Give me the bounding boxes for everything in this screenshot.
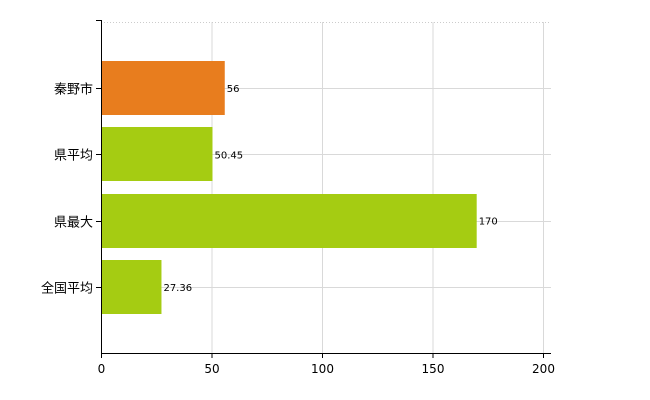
data-label: 170 [479, 217, 498, 228]
x-tick-label: 200 [532, 362, 555, 376]
data-label: 50.45 [214, 150, 243, 161]
axes [96, 20, 551, 358]
category-label: 県最大 [54, 216, 93, 231]
x-tick-label: 50 [204, 362, 219, 376]
data-label: 56 [227, 84, 240, 95]
x-tick-label: 150 [422, 362, 445, 376]
bar [102, 260, 162, 314]
bar [102, 194, 477, 248]
x-tick-label: 100 [311, 362, 334, 376]
category-label: 全国平均 [41, 281, 93, 297]
bar [102, 127, 213, 181]
bar-series [102, 61, 477, 314]
data-label: 27.36 [163, 283, 192, 294]
bar [102, 61, 225, 115]
category-label: 県平均 [54, 149, 93, 164]
x-tick-label: 0 [98, 362, 106, 376]
category-label: 秦野市 [54, 82, 93, 98]
